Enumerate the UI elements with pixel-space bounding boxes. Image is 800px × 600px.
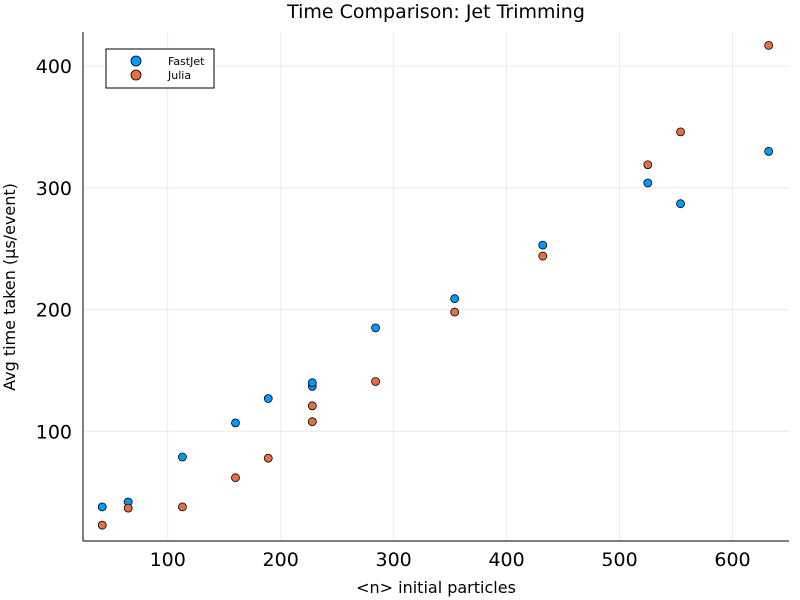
x-tick-label: 300 (376, 549, 412, 571)
data-point-julia (263, 453, 273, 463)
data-point-fastjet (676, 199, 685, 209)
y-tick-label: 200 (36, 300, 72, 322)
data-point-julia (123, 503, 133, 513)
data-point-fastjet (231, 418, 240, 428)
data-point-fastjet (178, 452, 187, 462)
x-tick-label: 400 (488, 549, 524, 571)
data-point-fastjet (97, 502, 107, 512)
x-tick-label: 500 (601, 549, 637, 571)
data-point-julia (371, 377, 380, 386)
x-tick-label: 100 (150, 549, 186, 571)
data-point-fastjet (450, 294, 460, 304)
series-julia (97, 40, 774, 530)
legend-box (105, 48, 215, 89)
legend-label-julia: Julia (167, 69, 191, 82)
x-tick-label: 600 (714, 549, 750, 571)
data-point-fastjet (538, 240, 548, 250)
data-point-fastjet (371, 323, 380, 333)
data-point-julia (450, 307, 460, 317)
data-point-fastjet (263, 394, 273, 403)
legend-label-fastjet: FastJet (168, 55, 205, 68)
y-tick-label: 400 (36, 56, 72, 78)
axes (82, 32, 789, 542)
y-tick-label: 100 (36, 421, 72, 443)
data-point-julia (764, 40, 774, 50)
data-point-julia (643, 160, 653, 170)
data-point-julia (97, 520, 107, 530)
legend-marker-julia (130, 69, 142, 81)
x-axis-label: <n> initial particles (356, 578, 516, 597)
x-tick-labels: 100 200 300 400 500 600 (150, 549, 751, 571)
legend-marker-fastjet (130, 55, 142, 67)
y-axis-label: Avg time taken (μs/event) (0, 183, 19, 391)
y-tick-label: 300 (36, 178, 72, 200)
data-point-julia (307, 417, 317, 427)
grid-lines (83, 32, 789, 541)
series-fastjet (97, 146, 774, 512)
x-tick-label: 200 (263, 549, 299, 571)
data-point-fastjet (307, 378, 317, 388)
chart-title: Time Comparison: Jet Trimming (286, 1, 585, 23)
data-point-fastjet (764, 146, 774, 156)
data-point-julia (307, 401, 317, 411)
data-point-fastjet (643, 178, 653, 188)
y-tick-labels: 100 200 300 400 (36, 56, 72, 443)
data-point-julia (676, 127, 685, 137)
data-points (97, 40, 774, 530)
data-point-julia (538, 251, 548, 261)
data-point-julia (178, 502, 187, 512)
data-point-julia (231, 473, 240, 483)
